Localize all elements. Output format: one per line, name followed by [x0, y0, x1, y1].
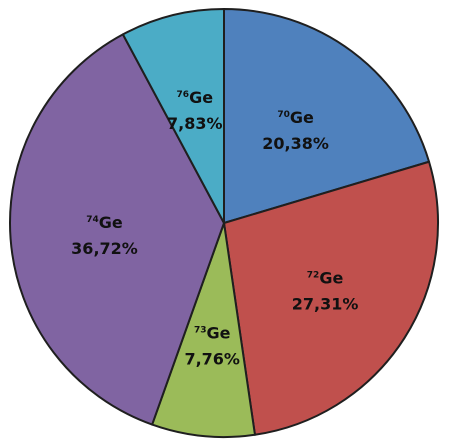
mass-number: 74: [86, 215, 99, 225]
element-symbol: Ge: [290, 108, 314, 127]
pie-slice-73-ge: [151, 222, 256, 438]
slice-value-label: 7,83%: [167, 114, 223, 133]
element-symbol: Ge: [99, 213, 123, 232]
pie-slices: [9, 8, 439, 438]
slice-value-label: 36,72%: [71, 239, 138, 258]
pie-slice-72-ge: [223, 160, 439, 436]
mass-number: 72: [307, 270, 320, 280]
pie-slice-74-ge: [9, 33, 225, 426]
element-symbol: Ge: [319, 268, 343, 287]
mass-number: 76: [177, 90, 190, 100]
pie-slice-76-ge: [121, 8, 225, 224]
slice-name-label: 72Ge: [307, 268, 344, 287]
element-symbol: Ge: [189, 88, 213, 107]
element-symbol: Ge: [206, 323, 230, 342]
pie-slice-70-ge: [223, 8, 431, 224]
slice-name-label: 76Ge: [177, 88, 214, 107]
slice-value-label: 20,38%: [262, 134, 329, 153]
slice-name-label: 74Ge: [86, 213, 123, 232]
pie-labels: 70Ge20,38%72Ge27,31%73Ge7,76%74Ge36,72%7…: [71, 88, 358, 368]
slice-name-label: 73Ge: [194, 323, 231, 342]
mass-number: 73: [194, 325, 207, 335]
slice-value-label: 27,31%: [292, 294, 359, 313]
slice-value-label: 7,76%: [184, 349, 240, 368]
slice-name-label: 70Ge: [277, 108, 314, 127]
mass-number: 70: [277, 110, 290, 120]
